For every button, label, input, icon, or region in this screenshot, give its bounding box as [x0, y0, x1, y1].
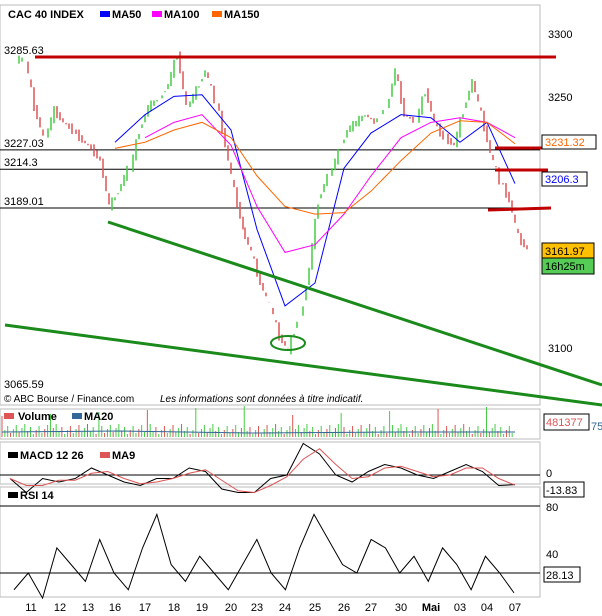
- macd-readout: -13.83: [546, 485, 577, 497]
- legend-ma100: MA100: [164, 9, 199, 21]
- x-tick-label: 25: [309, 602, 321, 614]
- x-tick-label: 24: [279, 602, 291, 614]
- volume-readout: 481377: [546, 417, 583, 429]
- x-tick-label: 04: [481, 602, 493, 614]
- x-tick-label: 30: [395, 602, 407, 614]
- macd-line: [9, 442, 516, 494]
- last-price: 3161.97: [545, 246, 585, 258]
- rsi-line: [13, 512, 515, 600]
- level-label: 3285.63: [4, 45, 44, 57]
- x-tick-label: 13: [82, 602, 94, 614]
- macd-readout-box: [543, 481, 585, 498]
- rsi-panel: [0, 486, 541, 598]
- macd-swatch: [8, 452, 18, 458]
- price-panel: [0, 4, 541, 406]
- rsi-ytick: 80: [546, 502, 558, 514]
- chart-title: CAC 40 INDEX: [8, 9, 84, 21]
- x-tick-label: 03: [454, 602, 466, 614]
- rsi-swatch: [8, 492, 18, 498]
- x-tick-label: 18: [168, 602, 180, 614]
- ytick: 3250: [548, 92, 572, 104]
- volume-swatch: [4, 413, 14, 419]
- legend-ma9: MA9: [112, 450, 135, 462]
- ma20-swatch: [72, 413, 82, 419]
- volume-panel: [0, 408, 541, 440]
- macd-signal-line: [9, 448, 516, 494]
- macd-zero-label: 0: [546, 468, 552, 480]
- time-readout: 16h25m: [545, 261, 585, 273]
- ma50-line: [114, 94, 516, 307]
- ma50-readout: 3206.3: [545, 174, 579, 186]
- ma100-swatch: [152, 11, 162, 17]
- x-tick-label: 16: [109, 602, 121, 614]
- highlight-ellipse[interactable]: [270, 335, 306, 351]
- level-label: 3227.03: [4, 138, 44, 150]
- x-tick-label: 20: [225, 602, 237, 614]
- ma50-readout-box: [541, 171, 588, 187]
- volume-ma20-line: [1, 430, 515, 434]
- ma150-readout: 3231.32: [545, 137, 585, 149]
- legend-ma150: MA150: [224, 9, 259, 21]
- x-tick-label: 19: [196, 602, 208, 614]
- ma9-swatch: [100, 452, 110, 458]
- ytick: 3100: [548, 343, 572, 355]
- time-box: [541, 257, 595, 275]
- volume-readout-box: [543, 413, 590, 431]
- x-tick-label: 23: [251, 602, 263, 614]
- level-label: 3214.3: [4, 157, 38, 169]
- ma50-swatch: [100, 11, 110, 17]
- support-line-short[interactable]: [487, 206, 552, 212]
- ytick: 3300: [548, 29, 572, 41]
- trend-line[interactable]: [107, 220, 602, 387]
- rsi-readout-box: [543, 566, 581, 583]
- level-label: 3065.59: [4, 379, 44, 391]
- x-tick-label: Mai: [422, 602, 440, 614]
- x-tick-label: 11: [25, 602, 36, 614]
- trend-line[interactable]: [4, 323, 602, 407]
- x-tick-label: 26: [338, 602, 350, 614]
- ma100-line: [144, 114, 516, 253]
- volume-ma-readout: 75: [591, 421, 602, 433]
- macd-panel: [0, 441, 541, 485]
- ma150-line: [114, 120, 516, 215]
- legend-rsi: RSI 14: [20, 490, 55, 502]
- legend-ma20: MA20: [84, 411, 113, 423]
- ma150-swatch: [212, 11, 222, 17]
- source-label[interactable]: © ABC Bourse / Finance.com: [4, 394, 134, 405]
- x-tick-label: 17: [139, 602, 151, 614]
- legend-volume: Volume: [18, 411, 57, 423]
- legend-macd: MACD 12 26: [20, 450, 84, 462]
- x-tick-label: 12: [54, 602, 66, 614]
- rsi-readout: 28.13: [546, 570, 574, 582]
- x-tick-label: 07: [509, 602, 521, 614]
- rsi-ytick: 40: [546, 549, 558, 561]
- legend-ma50: MA50: [112, 9, 141, 21]
- level-label: 3189.01: [4, 196, 44, 208]
- disclaimer: Les informations sont données à titre in…: [160, 394, 363, 405]
- x-tick-label: 27: [365, 602, 377, 614]
- ma150-readout-box: [541, 134, 597, 150]
